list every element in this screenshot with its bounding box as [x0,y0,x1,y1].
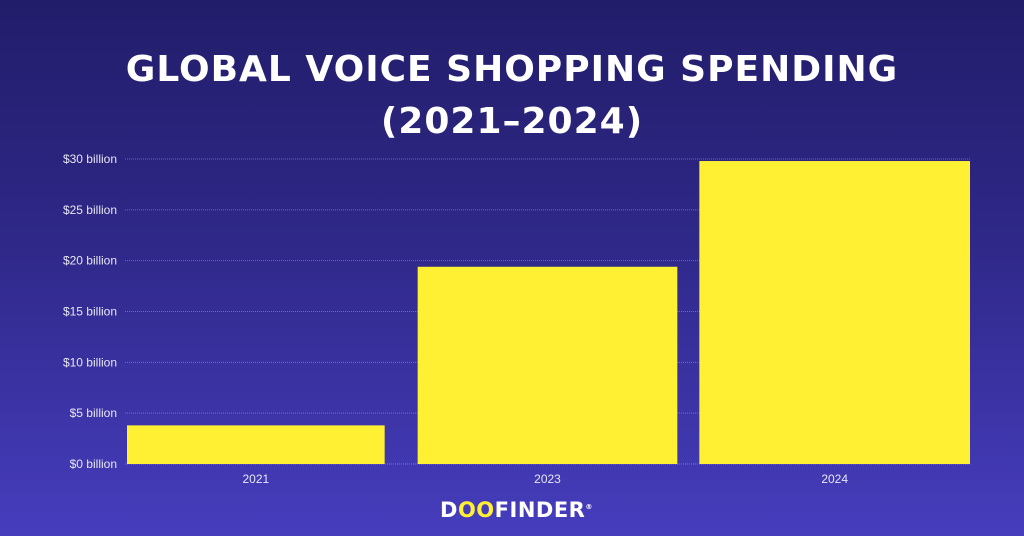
y-tick-label: $25 billion [63,203,117,217]
y-tick-label: $15 billion [63,305,117,319]
bar-2024 [699,161,970,465]
x-tick-label: 2024 [821,472,848,486]
chart-title-line1: GLOBAL VOICE SHOPPING SPENDING [125,49,899,90]
y-tick-label: $0 billion [70,457,117,471]
x-tick-label: 2023 [534,472,561,486]
x-tick-label: 2021 [242,472,269,486]
y-tick-label: $10 billion [63,355,117,369]
bar-2021 [127,425,385,464]
y-tick-label: $30 billion [63,152,117,166]
chart-title: GLOBAL VOICE SHOPPING SPENDING (2021–202… [0,44,1024,148]
chart-title-line2: (2021–2024) [380,101,644,142]
y-tick-label: $20 billion [63,254,117,268]
bar-2023 [417,266,678,464]
y-tick-label: $5 billion [70,406,117,420]
doofinder-logo: DOOFINDER® [440,498,593,522]
